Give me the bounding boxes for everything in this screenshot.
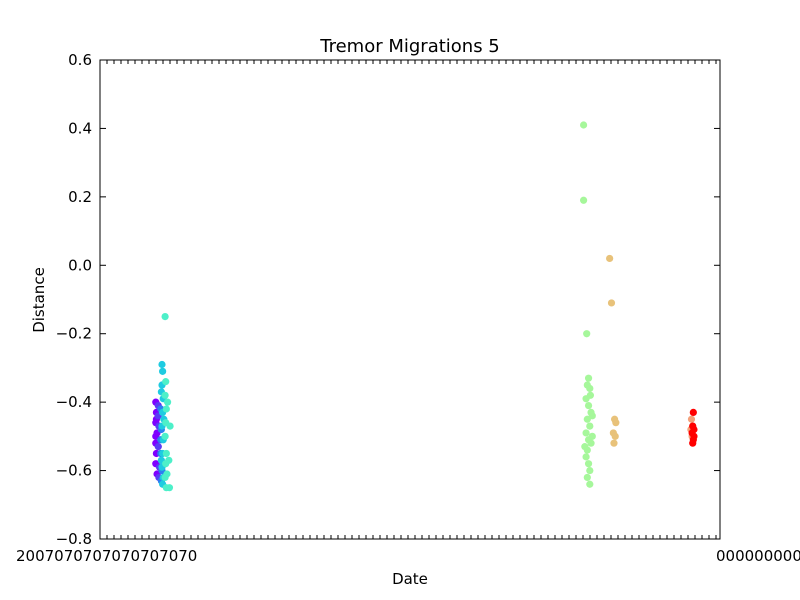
scatter-point [690, 432, 698, 440]
scatter-point [158, 360, 166, 369]
scatter-point [611, 432, 619, 440]
scatter-point [586, 391, 595, 399]
scatter-point [584, 374, 593, 382]
y-axis-label: Distance [30, 267, 48, 333]
scatter-point [583, 330, 591, 338]
scatter-point [689, 439, 697, 447]
scatter-point [166, 422, 174, 430]
scatter-point [162, 449, 170, 458]
y-tick-label: 0.0 [68, 256, 92, 274]
scatter-point [580, 196, 588, 204]
y-tick-label: 0.6 [68, 51, 92, 69]
y-tick-label: −0.4 [56, 393, 92, 411]
scatter-point [161, 313, 169, 321]
scatter-point [154, 443, 162, 451]
scatter-point [586, 384, 594, 393]
chart-title: Tremor Migrations 5 [319, 36, 500, 57]
scatter-point [161, 432, 169, 440]
scatter-point [161, 391, 169, 399]
scatter-point [165, 484, 174, 492]
scatter-point [607, 299, 616, 307]
scatter-point [162, 405, 170, 413]
scatter-point [586, 480, 594, 488]
scatter-point [687, 415, 696, 423]
scatter-point [586, 466, 594, 475]
y-axis-ticks: −0.8 −0.6 −0.4 −0.2 0.0 0.2 0.4 0.6 [56, 51, 720, 548]
scatter-point [689, 408, 697, 417]
scatter-point [584, 401, 593, 410]
scatter-point [606, 254, 614, 263]
y-tick-label: −0.6 [56, 462, 92, 480]
x-axis-label: Date [392, 570, 428, 588]
x-tick-labels-left: 2007070707070707070 [16, 547, 197, 565]
scatter-point [584, 460, 593, 468]
scatter-points [152, 121, 698, 492]
scatter-point [582, 429, 590, 437]
scatter-point [586, 422, 594, 430]
scatter-point [610, 439, 618, 447]
scatter-point [583, 473, 591, 482]
scatter-point [163, 398, 172, 406]
scatter-point [612, 419, 620, 427]
scatter-point [587, 439, 595, 447]
scatter-point [580, 121, 588, 129]
scatter-point [163, 470, 171, 478]
y-tick-label: −0.8 [56, 530, 92, 548]
scatter-point [588, 432, 596, 440]
plot-frame [99, 59, 721, 540]
scatter-point [159, 367, 167, 375]
y-tick-label: −0.2 [56, 325, 92, 343]
scatter-point [162, 378, 170, 386]
y-tick-label: 0.2 [68, 188, 92, 206]
scatter-point [582, 453, 590, 461]
y-tick-label: 0.4 [68, 119, 92, 137]
x-axis-ticks [99, 60, 717, 539]
scatter-point [581, 443, 589, 451]
scatter-point [588, 412, 596, 420]
scatter-point [165, 456, 173, 464]
